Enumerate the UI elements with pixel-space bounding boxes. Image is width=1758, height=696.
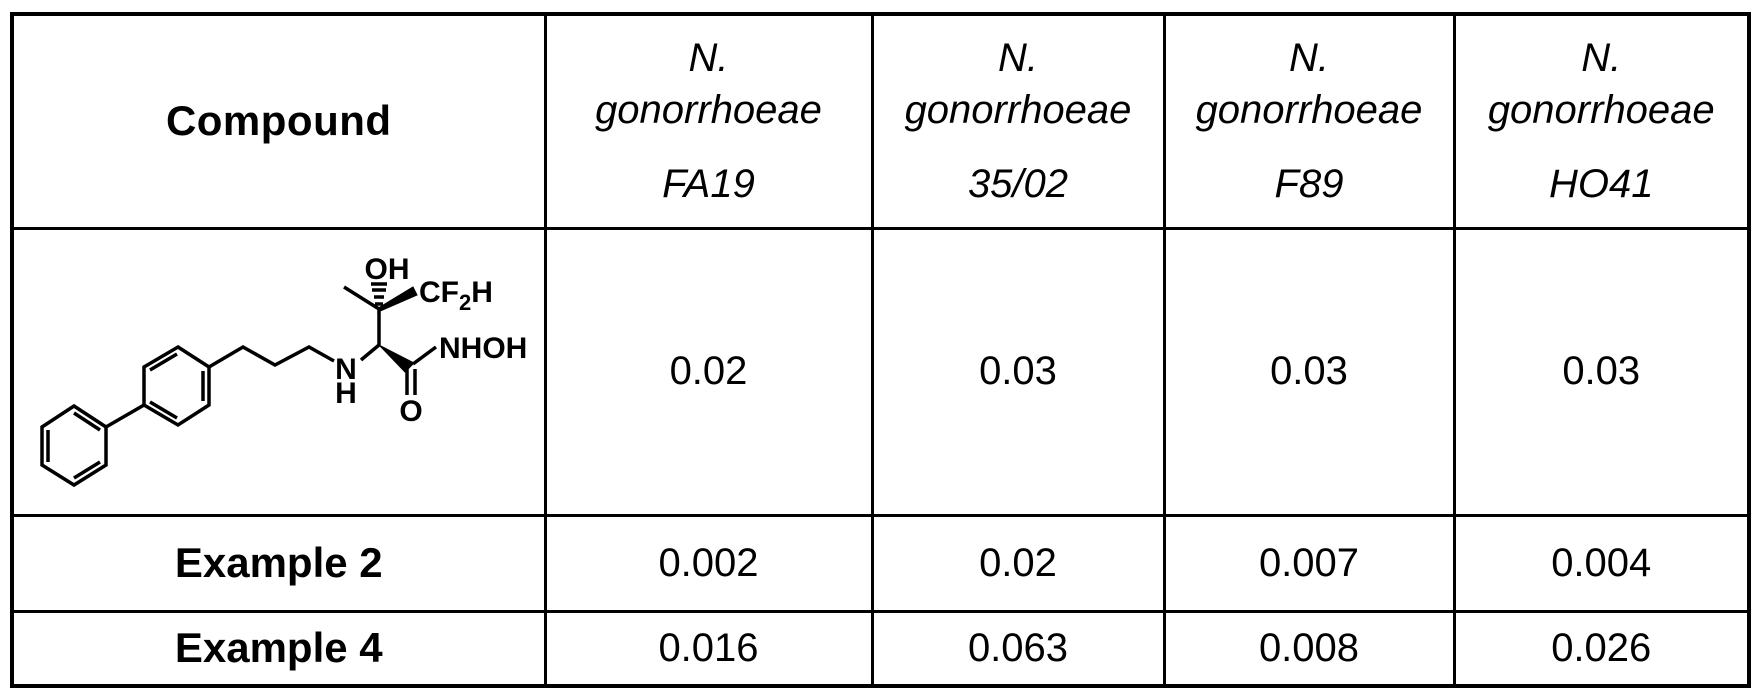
mic-value: 0.016 (658, 625, 759, 670)
header-cell-strain-3502: N. gonorrhoeae 35/02 (870, 12, 1166, 230)
genus-label: N. (1581, 36, 1622, 81)
mic-value-cell: 0.007 (1162, 513, 1456, 613)
propyl-chain (208, 344, 336, 369)
mic-value: 0.03 (979, 349, 1057, 393)
n-c-bond (360, 343, 381, 362)
compound-structure-cell: N H (10, 226, 547, 517)
mic-value-cell: 0.016 (543, 609, 874, 688)
hash-wedge-to-oh (371, 282, 388, 306)
mic-value-cell: 0.026 (1452, 609, 1751, 688)
amine-n-label: N (335, 353, 357, 386)
phenyl-ring-terminal (40, 403, 108, 488)
header-cell-strain-ho41: N. gonorrhoeae HO41 (1452, 12, 1751, 230)
mic-value: 0.002 (658, 540, 759, 585)
mic-value-cell: 0.02 (870, 513, 1166, 613)
hydroxyl-label: OH (365, 253, 410, 286)
genus-label: N. (1289, 36, 1329, 81)
table-row-structure-compound: N H (10, 226, 1751, 517)
mic-value-cell: 0.004 (1452, 513, 1751, 613)
mic-value-cell: 0.063 (870, 609, 1166, 688)
mic-table: Compound N. gonorrhoeae FA19 N. gonorrho… (10, 12, 1751, 688)
header-cell-compound: Compound (10, 12, 547, 230)
strain-header: N. gonorrhoeae HO41 (1457, 32, 1746, 210)
mic-value-cell: 0.03 (1162, 226, 1456, 517)
phenyl-ring-inner (142, 344, 211, 428)
strain-header: N. gonorrhoeae 35/02 (875, 32, 1161, 210)
mic-value: 0.008 (1258, 625, 1360, 670)
mic-value-cell: 0.03 (1452, 226, 1751, 517)
species-label: gonorrhoeae (595, 88, 822, 133)
chemical-structure-container: N H (15, 231, 542, 512)
strain-name: F89 (1274, 162, 1344, 207)
species-label: gonorrhoeae (904, 88, 1132, 133)
carbonyl-double-bond (405, 369, 417, 395)
compound-column-title: Compound (165, 97, 392, 145)
mic-value-cell: 0.008 (1162, 609, 1456, 688)
hydroxylamine-label: NHOH (439, 332, 527, 365)
c-n-bond (412, 345, 438, 366)
methyl-bond (343, 285, 381, 311)
mic-value: 0.02 (669, 349, 748, 393)
chemical-structure-drawing: N H (40, 253, 528, 488)
mic-value: 0.03 (1270, 349, 1348, 393)
carbonyl-o-label: O (400, 395, 423, 428)
strain-name: HO41 (1549, 162, 1654, 207)
mic-value: 0.03 (1562, 349, 1641, 393)
table-row-example-2: Example 2 0.002 0.02 0.007 0.004 (10, 513, 1751, 613)
header-cell-strain-f89: N. gonorrhoeae F89 (1162, 12, 1456, 230)
compound-label-cell: Example 2 (10, 513, 547, 613)
species-label: gonorrhoeae (1487, 88, 1715, 133)
strain-name: FA19 (662, 162, 755, 207)
example-label: Example 4 (174, 624, 383, 672)
biphenyl-bond (105, 403, 146, 429)
header-cell-strain-fa19: N. gonorrhoeae FA19 (543, 12, 874, 230)
mic-value: 0.026 (1551, 625, 1652, 670)
strain-header: N. gonorrhoeae FA19 (548, 32, 869, 210)
mic-value: 0.02 (979, 540, 1057, 585)
mic-value-cell: 0.002 (543, 513, 874, 613)
species-label: gonorrhoeae (1195, 88, 1423, 133)
solid-wedge-to-cf2h (377, 286, 418, 313)
mic-value: 0.007 (1258, 540, 1360, 585)
example-label: Example 2 (174, 539, 383, 586)
genus-label: N. (688, 36, 729, 81)
mic-value: 0.004 (1551, 540, 1652, 585)
difluoromethyl-label: CF2H (419, 276, 493, 315)
solid-wedge-to-carbonyl (378, 344, 416, 373)
table-header-row: Compound N. gonorrhoeae FA19 N. gonorrho… (10, 12, 1751, 230)
mic-value-cell: 0.02 (543, 226, 874, 517)
table-row-example-4: Example 4 0.016 0.063 0.008 0.026 (10, 609, 1751, 688)
amine-h-label: H (335, 377, 357, 410)
genus-label: N. (998, 36, 1038, 81)
strain-name: 35/02 (967, 162, 1069, 207)
strain-header: N. gonorrhoeae F89 (1167, 32, 1451, 210)
mic-value: 0.063 (967, 625, 1069, 670)
mic-value-cell: 0.03 (870, 226, 1166, 517)
compound-label-cell: Example 4 (10, 609, 547, 688)
